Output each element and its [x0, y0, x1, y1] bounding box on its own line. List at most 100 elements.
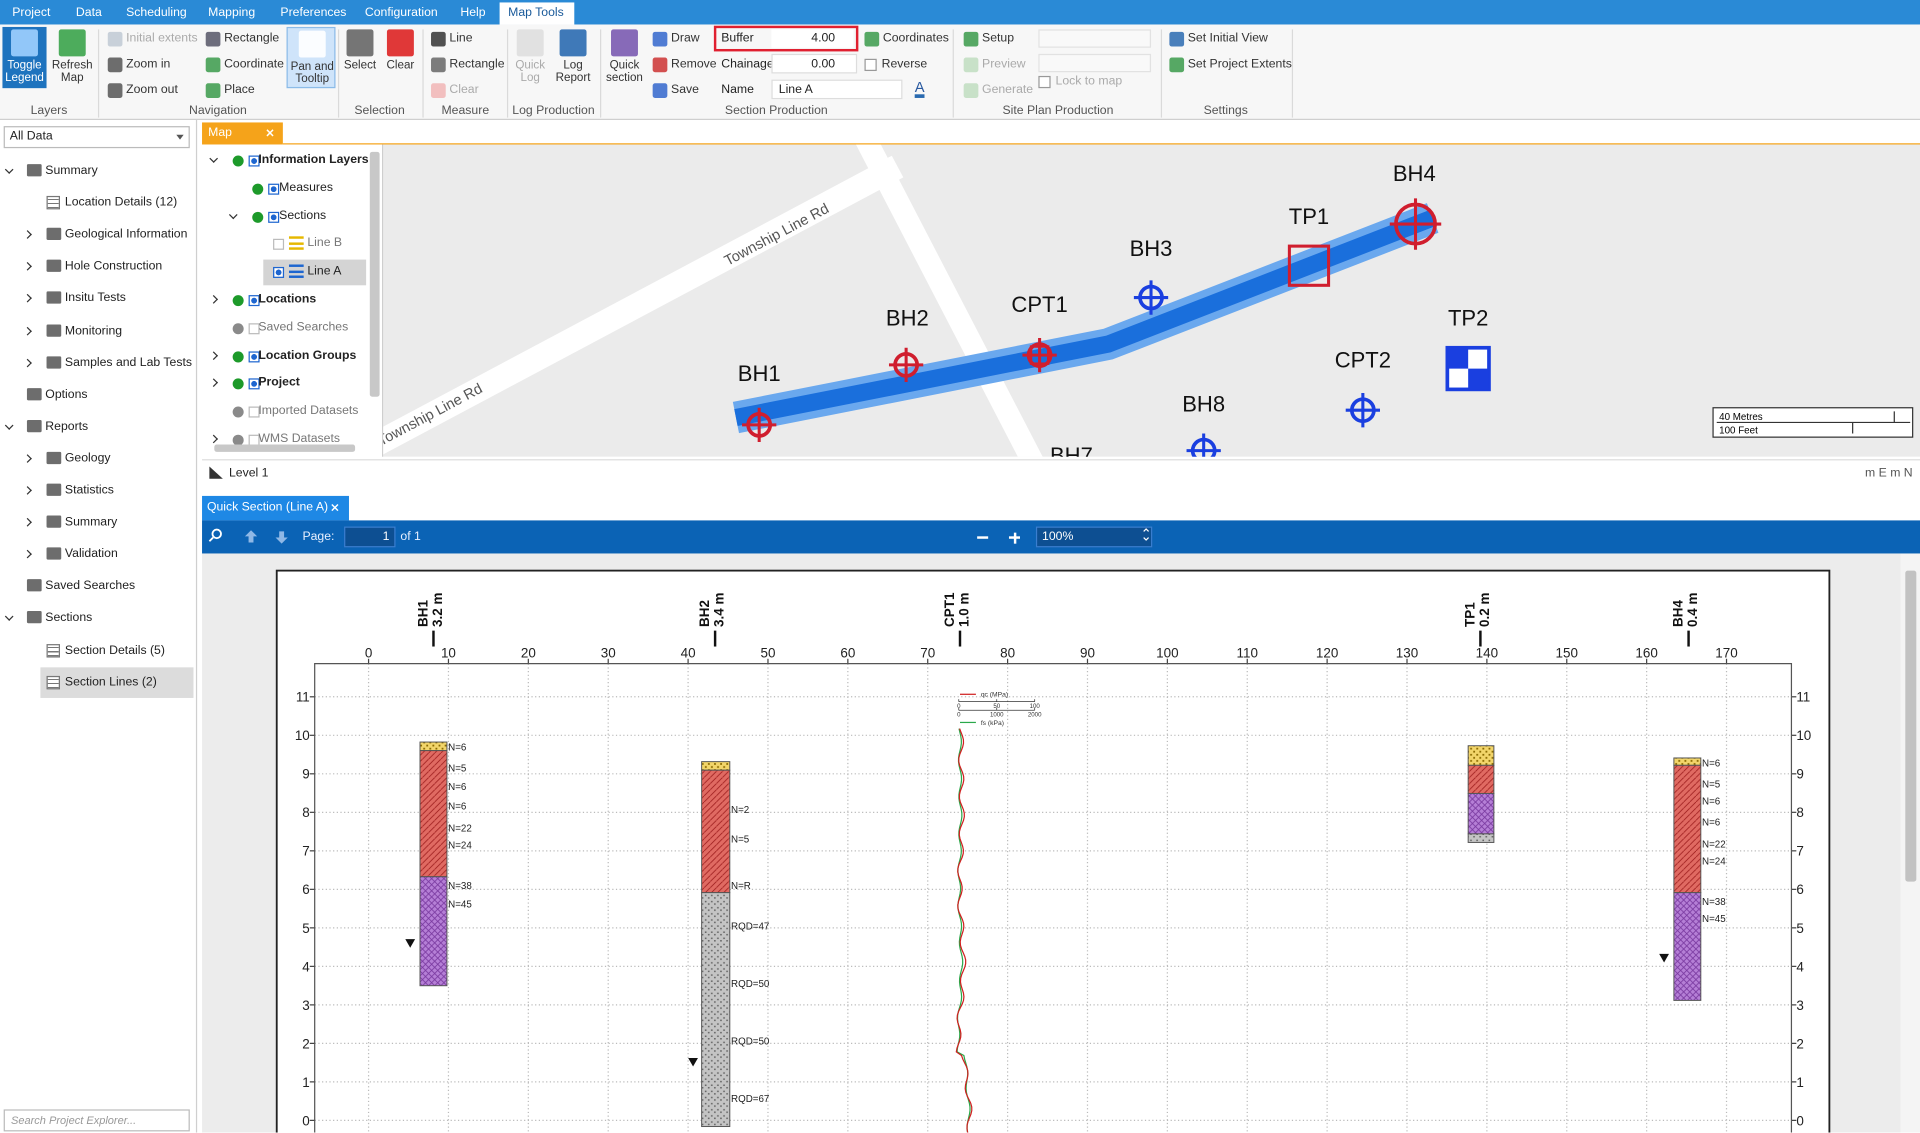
ribbon-button[interactable]: Draw	[671, 31, 700, 46]
tree-item[interactable]: Options	[45, 387, 88, 402]
tree-item[interactable]: Statistics	[64, 483, 114, 498]
menu-tab[interactable]: Data	[75, 6, 102, 20]
page-input[interactable]: 1	[344, 526, 396, 548]
visibility-dot[interactable]	[252, 183, 264, 195]
legend-item[interactable]: Project	[258, 376, 300, 390]
layer-checkbox[interactable]	[248, 323, 260, 335]
section-tab[interactable]: Quick Section (Line A)	[202, 495, 349, 521]
tree-item[interactable]: Sections	[45, 611, 93, 625]
visibility-dot[interactable]	[232, 155, 244, 167]
visibility-dot[interactable]	[232, 434, 244, 446]
layer-checkbox[interactable]	[268, 183, 280, 195]
ribbon-button[interactable]: Place	[224, 83, 255, 97]
tree-item[interactable]: Summary	[64, 515, 118, 530]
location-marker[interactable]	[1186, 433, 1221, 457]
ribbon-button[interactable]: Refresh Map	[49, 27, 96, 88]
tree-item[interactable]: Insitu Tests	[64, 291, 126, 306]
legend-item[interactable]: Line A	[307, 264, 342, 279]
ribbon-button[interactable]: Zoom in	[126, 57, 171, 72]
tree-item[interactable]: Section Details (5)	[64, 643, 165, 657]
tree-item[interactable]: Summary	[45, 164, 98, 178]
layer-checkbox[interactable]	[248, 350, 260, 362]
explorer-search[interactable]: Search Project Explorer...	[3, 1109, 190, 1132]
layer-checkbox[interactable]	[273, 239, 285, 251]
tree-item[interactable]: Reports	[45, 419, 89, 434]
ribbon-button[interactable]: Quick section	[604, 27, 646, 88]
zoom-select[interactable]: 100%	[1035, 526, 1153, 548]
tree-item[interactable]: Monitoring	[64, 323, 123, 338]
buffer-input[interactable]	[771, 29, 854, 48]
tree-item[interactable]: Geology	[64, 451, 111, 466]
legend-item[interactable]: Measures	[279, 180, 333, 195]
legend-item[interactable]: Line B	[307, 236, 343, 251]
layer-checkbox[interactable]	[248, 155, 260, 167]
layer-checkbox[interactable]	[248, 406, 260, 418]
tree-item[interactable]: Validation	[64, 547, 118, 562]
tree-item[interactable]: Hole Construction	[64, 259, 163, 274]
visibility-dot[interactable]	[252, 211, 264, 223]
name-input[interactable]	[771, 79, 903, 100]
menu-tab[interactable]: Configuration	[364, 6, 438, 20]
menu-tab[interactable]: Mapping	[208, 6, 256, 20]
location-marker[interactable]	[1287, 244, 1331, 287]
tree-item[interactable]: Geological Information	[64, 227, 188, 242]
menu-tab[interactable]: Project	[12, 6, 51, 20]
ribbon-button[interactable]: Setup	[982, 31, 1015, 46]
checkbox[interactable]	[864, 58, 877, 72]
ribbon-button[interactable]: Line	[449, 31, 473, 46]
ribbon-button[interactable]: Clear	[381, 27, 420, 88]
ribbon-button[interactable]: Zoom out	[126, 83, 178, 97]
zoom-out-button[interactable]	[977, 536, 989, 539]
menu-tab[interactable]: Preferences	[280, 6, 347, 20]
expand-arrow[interactable]	[209, 350, 219, 360]
chainage-input[interactable]	[771, 53, 858, 74]
ribbon-button[interactable]: Clear	[449, 83, 479, 97]
checkbox[interactable]	[1038, 75, 1051, 89]
visibility-dot[interactable]	[232, 378, 244, 390]
expand-arrow[interactable]	[209, 295, 219, 304]
ribbon-button[interactable]: Rectangle	[224, 31, 280, 46]
explorer-filter[interactable]: All Data	[3, 126, 190, 149]
legend-item[interactable]: Locations	[258, 292, 317, 307]
visibility-dot[interactable]	[232, 406, 244, 418]
expand-arrow[interactable]	[209, 378, 219, 388]
layer-checkbox[interactable]	[273, 267, 285, 279]
ribbon-button[interactable]: Quick Log	[512, 27, 549, 88]
ribbon-button[interactable]: Toggle Legend	[2, 26, 47, 89]
layer-checkbox[interactable]	[248, 295, 260, 307]
location-marker[interactable]	[1133, 280, 1169, 315]
font-button[interactable]: A	[914, 80, 925, 98]
legend-item[interactable]: WMS Datasets	[258, 432, 341, 446]
tree-item[interactable]: Saved Searches	[45, 579, 136, 594]
visibility-dot[interactable]	[232, 323, 244, 335]
ribbon-button[interactable]: Set Initial View	[1187, 31, 1268, 46]
expand-arrow[interactable]	[209, 154, 219, 163]
ribbon-button[interactable]: Set Project Extents	[1187, 57, 1292, 72]
ribbon-button[interactable]: Initial extents	[126, 31, 198, 46]
visibility-dot[interactable]	[232, 295, 244, 307]
active-tab[interactable]	[499, 2, 575, 25]
ribbon-button[interactable]: Remove	[671, 57, 717, 72]
menu-tab[interactable]: Help	[460, 6, 486, 20]
location-marker[interactable]	[1389, 198, 1442, 250]
ribbon-button[interactable]: Coordinate	[224, 57, 284, 72]
menu-tab[interactable]: Scheduling	[126, 6, 187, 20]
ribbon-button[interactable]: Pan and Tooltip	[286, 26, 336, 89]
location-marker[interactable]	[1022, 337, 1057, 373]
location-marker[interactable]	[1445, 345, 1491, 392]
location-marker[interactable]	[742, 407, 777, 443]
legend-item[interactable]: Information Layers	[258, 153, 369, 167]
expand-arrow[interactable]	[209, 434, 219, 444]
legend-item[interactable]: Location Groups	[258, 348, 357, 362]
ribbon-button[interactable]: Save	[671, 83, 699, 97]
location-marker[interactable]	[888, 347, 924, 383]
ribbon-button[interactable]: Preview	[982, 57, 1026, 72]
legend-item[interactable]: Imported Datasets	[258, 404, 359, 418]
tree-item[interactable]: Section Lines (2)	[64, 675, 157, 689]
tree-item[interactable]: Location Details (12)	[64, 196, 178, 210]
legend-item[interactable]: Saved Searches	[258, 320, 349, 335]
expand-arrow[interactable]	[228, 210, 238, 219]
location-marker[interactable]	[1345, 393, 1381, 428]
layer-checkbox[interactable]	[248, 378, 260, 390]
menu-tab[interactable]: Map Tools	[508, 6, 564, 20]
